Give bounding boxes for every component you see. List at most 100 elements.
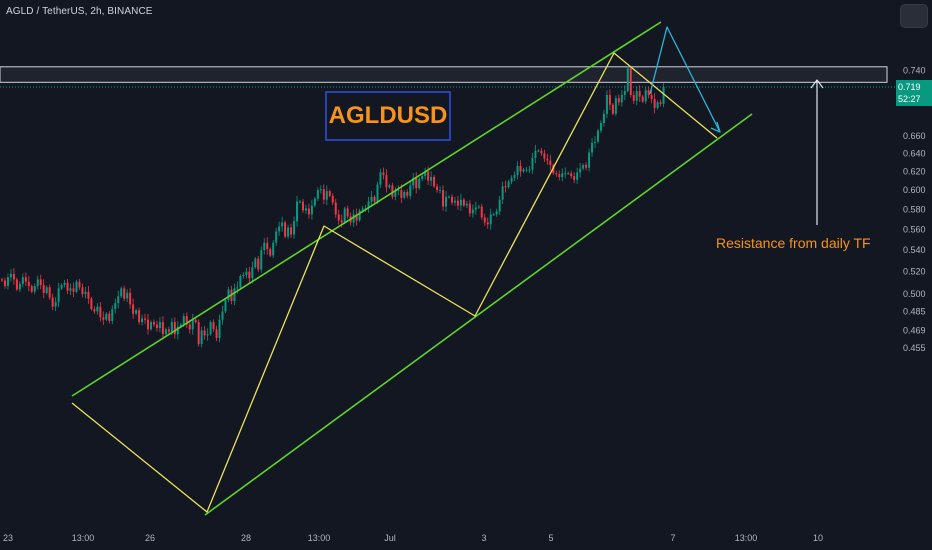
candle [611,103,614,116]
candle [102,311,105,325]
candle [647,86,650,99]
candle [155,320,158,332]
candle [310,199,313,220]
candle [510,175,513,185]
candle [430,171,433,186]
candle [632,91,635,104]
candle [30,284,33,294]
candle [519,160,522,177]
y-tick-label: 0.580 [903,205,926,215]
candle [445,191,448,212]
y-tick-label: 0.485 [903,306,926,316]
candle [316,187,319,202]
candle [194,318,197,324]
candle [147,313,150,335]
candle [370,191,373,207]
candle [275,227,278,247]
candle [644,87,647,104]
candle [167,326,170,335]
candle [239,274,242,289]
candle [591,138,594,157]
x-tick-label: 28 [241,533,251,543]
candle [54,297,57,312]
candle [650,90,653,104]
candle [152,319,155,327]
projection-arrowhead [710,121,721,133]
candle [391,182,394,200]
candle [203,325,206,340]
candle [594,136,597,148]
candle [296,195,299,227]
candle [90,296,93,311]
candle [534,144,537,164]
candle [540,147,543,156]
candle [272,240,275,258]
candle [72,282,75,297]
candle [415,172,418,194]
candle [453,196,456,206]
y-tick-label: 0.560 [903,225,926,235]
candle [206,328,209,341]
candle [1,277,3,283]
candle [63,280,66,288]
y-tick-label: 0.600 [903,185,926,195]
candle [132,298,135,319]
candle [397,185,400,196]
current-price: 0.719 [898,82,921,92]
x-tick-label: 3 [481,533,486,543]
candle [355,208,358,226]
candle [635,86,638,105]
candle [126,289,129,302]
candle [448,195,450,199]
candle [403,190,406,200]
candle [662,83,665,108]
x-tick-label: Jul [384,533,396,543]
candle [605,90,608,119]
candle [489,208,492,230]
candle [656,100,659,110]
candle [331,193,334,206]
candle [191,313,194,335]
candle [585,162,588,171]
candle [218,314,221,343]
candle [564,167,567,179]
candle [549,154,552,171]
candle [293,216,296,239]
y-tick-label: 0.469 [903,326,926,336]
candle [421,173,424,182]
candle [620,90,623,107]
candle [376,181,379,205]
candle [576,167,579,185]
candle [242,272,245,279]
candle [573,172,576,184]
candle [221,305,224,325]
candle [450,194,453,206]
candle [495,208,498,217]
candle [111,305,114,325]
candle [3,277,6,289]
chart-settings-button[interactable] [900,4,928,28]
candle [346,205,349,219]
candle [641,94,644,103]
candle [614,95,617,117]
candle [358,208,361,222]
x-tick-label: 13:00 [308,533,331,543]
candle [27,275,30,292]
candle [69,283,72,295]
x-tick-label: 7 [670,533,675,543]
candle [486,217,489,229]
candle [504,180,507,193]
candle [382,167,385,180]
candle [543,149,546,163]
candle [281,216,284,232]
candle [516,161,519,180]
candle [474,201,477,215]
candle [436,183,439,193]
candle [465,200,468,208]
candle [623,85,626,101]
candle [75,279,78,294]
y-tick-label: 0.660 [903,131,926,141]
candle [260,246,263,273]
candle [248,266,251,283]
candle [352,209,355,227]
